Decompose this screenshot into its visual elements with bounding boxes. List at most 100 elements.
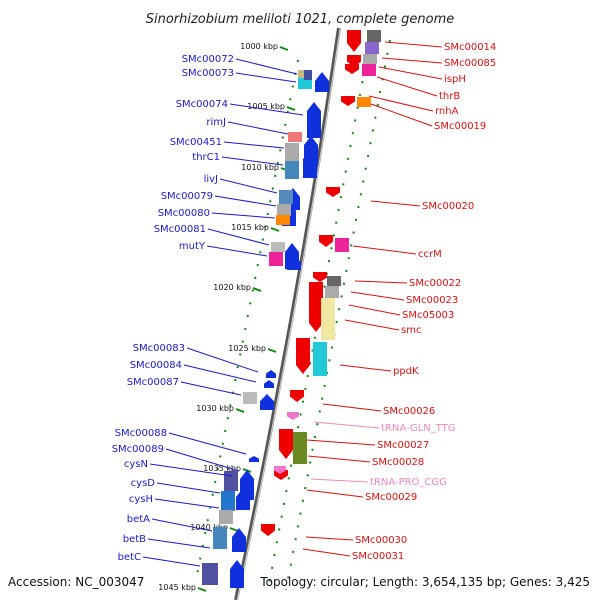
gene-label: SMc00079 — [161, 191, 277, 207]
trna-arrow — [274, 466, 286, 474]
label-leader — [310, 478, 369, 483]
label-leader — [378, 66, 443, 80]
gene-block — [321, 298, 335, 340]
forward-arrow — [232, 528, 246, 552]
gene-label: tRNA-PRO_CGG — [310, 477, 447, 488]
gene-label: SMc00020 — [370, 200, 474, 212]
gene-name: SMc00085 — [444, 58, 496, 69]
gene-block — [288, 132, 302, 142]
gene-block — [277, 204, 291, 216]
gene-name: SMc00027 — [377, 440, 429, 451]
forward-arrow — [264, 380, 274, 388]
label-leader — [154, 498, 220, 509]
gene-block — [285, 161, 299, 179]
label-leader — [151, 518, 213, 532]
gene-block — [276, 215, 290, 225]
gene-label: ppdK — [339, 364, 419, 377]
gene-name: tRNA-GLN_TTG — [381, 423, 456, 434]
gene-name: rnhA — [435, 106, 459, 117]
tick-label: 1035 kbp — [203, 464, 241, 473]
gene-block — [304, 70, 312, 80]
gene-label: ispH — [378, 66, 466, 85]
gene-label: thrB — [376, 76, 460, 102]
gene-name: SMc00083 — [133, 343, 185, 354]
gene-name: SMc00019 — [434, 121, 486, 132]
reverse-arrow — [313, 272, 327, 282]
label-leader — [350, 291, 405, 301]
gene-label: SMc00026 — [322, 403, 435, 417]
gene-name: cysD — [131, 478, 156, 489]
label-leader — [306, 489, 364, 498]
gene-name: smc — [401, 325, 421, 336]
label-leader — [384, 41, 443, 48]
label-leader — [221, 156, 284, 166]
label-leader — [302, 548, 351, 557]
gene-block — [335, 238, 349, 252]
gene-features — [202, 30, 381, 588]
label-leader — [165, 448, 240, 472]
tick-mark — [252, 287, 262, 292]
gene-name: tRNA-PRO_CGG — [370, 477, 447, 488]
gene-label: ccrM — [352, 245, 442, 260]
label-leader — [305, 536, 354, 541]
tick-label: 1020 kbp — [213, 283, 251, 292]
gene-label: SMc00014 — [384, 41, 496, 53]
label-leader — [214, 195, 277, 207]
gene-name: cysH — [129, 494, 153, 505]
forward-arrow — [236, 488, 250, 510]
tick-label: 1045 kbp — [158, 583, 196, 592]
gene-label: SMc00030 — [305, 535, 407, 546]
label-leader — [183, 364, 257, 383]
gene-name: mutY — [179, 241, 206, 252]
label-leader — [219, 178, 278, 194]
label-leader — [313, 421, 380, 429]
gene-block — [313, 342, 327, 376]
label-leader — [348, 304, 401, 316]
gene-label: SMc00080 — [158, 208, 276, 219]
label-leader — [147, 538, 211, 549]
gene-block — [363, 54, 377, 64]
gene-block — [285, 143, 299, 161]
gene-label: smc — [344, 319, 421, 336]
reverse-arrow — [319, 235, 333, 247]
gene-label: SMc00072 — [182, 54, 298, 75]
gene-name: SMc00028 — [372, 457, 424, 468]
gene-label: SMc00081 — [154, 224, 270, 246]
gene-label: SMc00029 — [306, 489, 417, 503]
gene-name: SMc00026 — [383, 406, 435, 417]
gene-name: thrC1 — [192, 152, 220, 163]
label-leader — [307, 455, 371, 463]
gene-name: ispH — [444, 74, 466, 85]
reverse-arrow — [326, 187, 340, 197]
gene-block — [362, 64, 376, 76]
gene-name: SMc00023 — [406, 295, 458, 306]
reverse-arrow — [309, 282, 323, 332]
gene-block — [279, 190, 293, 204]
gene-name: SMc00087 — [127, 377, 179, 388]
reverse-arrow — [347, 30, 361, 52]
gene-label: SMc00027 — [306, 439, 429, 451]
tick-label: 1025 kbp — [228, 344, 266, 353]
label-leader — [206, 245, 268, 257]
gene-label: SMc00073 — [182, 68, 297, 83]
tick-label: 1040 kbp — [190, 523, 228, 532]
gene-name: SMc00030 — [355, 535, 407, 546]
gene-label: SMc00083 — [133, 343, 259, 373]
reverse-arrow — [341, 96, 355, 106]
gene-block — [271, 242, 285, 252]
gene-label: livJ — [204, 174, 278, 194]
gene-name: SMc00022 — [409, 278, 461, 289]
gene-name: SMc00031 — [352, 551, 404, 562]
gene-block — [293, 432, 307, 464]
tick-label: 1000 kbp — [240, 42, 278, 51]
gene-label: SMc00022 — [354, 278, 461, 289]
gene-block — [219, 510, 233, 524]
label-leader — [370, 200, 421, 207]
gene-name: SMc00084 — [130, 360, 182, 371]
label-leader — [344, 319, 400, 331]
gene-block — [327, 276, 341, 286]
label-leader — [168, 432, 247, 455]
gene-name: ppdK — [393, 366, 419, 377]
